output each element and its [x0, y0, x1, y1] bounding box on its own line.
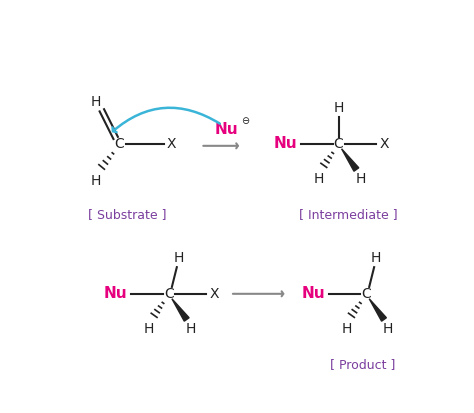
Text: C: C	[115, 137, 125, 151]
Text: H: H	[341, 322, 352, 336]
Text: X: X	[166, 137, 176, 151]
Text: X: X	[210, 287, 219, 301]
Text: C: C	[361, 287, 371, 301]
Text: H: H	[333, 101, 344, 115]
Polygon shape	[369, 299, 386, 321]
Text: Nu: Nu	[301, 286, 325, 301]
Text: H: H	[314, 172, 324, 186]
Text: H: H	[383, 322, 393, 336]
Text: H: H	[173, 251, 184, 265]
Text: H: H	[91, 174, 101, 188]
Text: Nu: Nu	[214, 121, 238, 137]
Text: H: H	[91, 95, 101, 109]
Text: H: H	[144, 322, 155, 336]
Text: Nu: Nu	[104, 286, 128, 301]
Text: X: X	[379, 137, 389, 151]
Text: [ Intermediate ]: [ Intermediate ]	[299, 209, 398, 221]
Text: C: C	[334, 137, 344, 151]
Text: H: H	[185, 322, 196, 336]
Polygon shape	[172, 299, 189, 321]
Polygon shape	[342, 149, 359, 171]
Text: H: H	[355, 172, 365, 186]
Text: [ Product ]: [ Product ]	[329, 358, 395, 371]
Text: [ Substrate ]: [ Substrate ]	[88, 209, 167, 221]
Text: C: C	[164, 287, 174, 301]
Text: H: H	[371, 251, 381, 265]
Text: Nu: Nu	[273, 136, 297, 151]
Text: ⊖: ⊖	[241, 116, 249, 126]
